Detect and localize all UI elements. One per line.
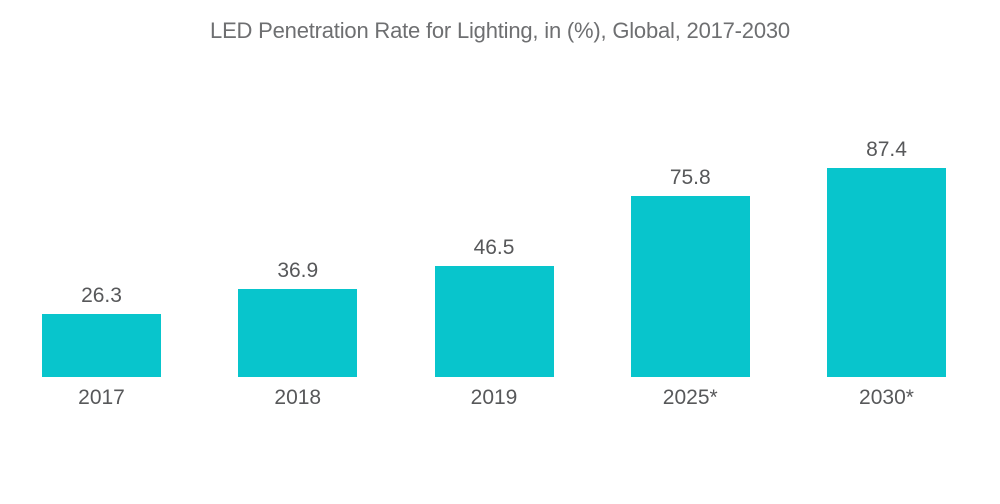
bar xyxy=(827,168,946,377)
bar-group: 46.5 2019 xyxy=(434,236,554,409)
bar-group: 75.8 2025* xyxy=(630,166,750,409)
chart-title: LED Penetration Rate for Lighting, in (%… xyxy=(210,18,790,43)
bar-category-label: 2018 xyxy=(274,386,322,409)
bar-value-label: 87.4 xyxy=(866,138,907,161)
plot-area: 26.3 2017 36.9 2018 46.5 2019 75.8 2025* 87.4 203… xyxy=(42,138,946,409)
bar-group: 26.3 2017 xyxy=(42,284,161,409)
bar-category-label: 2017 xyxy=(78,386,125,409)
bar xyxy=(630,196,750,377)
bar-category-label: 2030* xyxy=(859,386,914,409)
bar xyxy=(434,266,554,377)
bar-value-label: 75.8 xyxy=(669,166,711,189)
bar-value-label: 36.9 xyxy=(277,259,319,282)
bar-value-label: 46.5 xyxy=(473,236,515,259)
bar xyxy=(238,289,358,377)
bar-category-label: 2025* xyxy=(662,386,718,409)
bar-group: 87.4 2030* xyxy=(827,138,946,409)
bar-group: 36.9 2018 xyxy=(238,259,358,409)
bar-value-label: 26.3 xyxy=(81,284,122,307)
bar xyxy=(42,314,161,377)
bar-category-label: 2019 xyxy=(470,386,518,409)
